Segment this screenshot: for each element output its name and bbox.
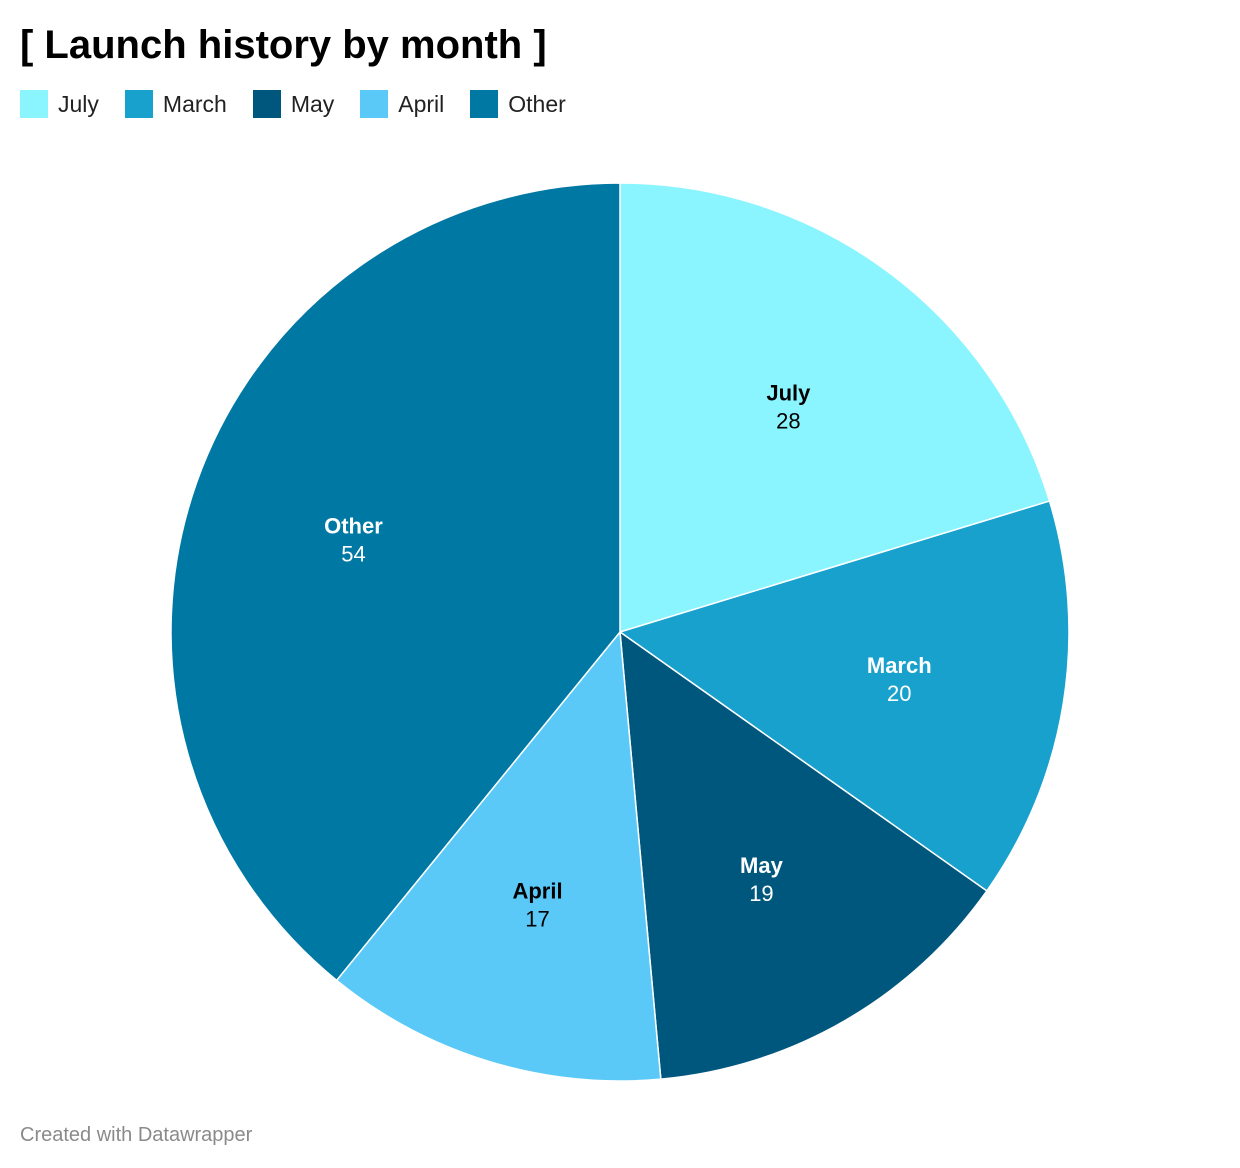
- slice-value-april: 17: [525, 907, 549, 932]
- slice-label-may: May: [740, 853, 784, 878]
- legend-swatch-july: [20, 90, 48, 118]
- pie-chart: July 28 March 20 May 19 April 17 Other 54: [0, 130, 1240, 1100]
- legend-label-may: May: [290, 91, 335, 117]
- credit-text: Created with Datawrapper: [20, 1124, 253, 1146]
- slice-label-other: Other: [324, 513, 383, 538]
- legend-swatch-april: [360, 90, 389, 118]
- pie-slice-april: [335, 631, 662, 1082]
- legend-swatch-other: [470, 90, 499, 118]
- legend-label-july: July: [58, 91, 99, 117]
- pie-slices: [170, 182, 1070, 1082]
- slice-label-july: July: [766, 381, 811, 406]
- slice-value-may: 19: [749, 881, 773, 906]
- legend-label-other: Other: [508, 91, 566, 117]
- legend-item-may: May: [252, 90, 335, 118]
- pie-labels: July 28 March 20 May 19 April 17 Other 54: [324, 381, 932, 932]
- pie-slice-may: [619, 631, 988, 1080]
- pie-slice-july: [619, 182, 1051, 633]
- chart-legend: July March May April Other: [20, 88, 592, 120]
- pie-slice-other: [170, 182, 621, 982]
- slice-label-march: March: [867, 653, 932, 678]
- legend-swatch-march: [124, 90, 153, 118]
- legend-item-march: March: [124, 90, 227, 118]
- legend-item-july: July: [20, 90, 99, 118]
- slice-label-april: April: [512, 879, 562, 904]
- legend-swatch-may: [252, 90, 281, 118]
- legend-item-april: April: [360, 90, 444, 118]
- legend-label-march: March: [162, 91, 227, 117]
- legend-label-april: April: [398, 91, 445, 117]
- pie-chart-svg: July 28 March 20 May 19 April 17 Other 54: [170, 182, 1070, 1082]
- pie-slice-march: [619, 500, 1070, 892]
- slice-value-other: 54: [341, 541, 365, 566]
- chart-title: [ Launch history by month ]: [20, 23, 547, 67]
- legend-item-other: Other: [470, 90, 566, 118]
- slice-value-july: 28: [776, 409, 800, 434]
- slice-value-march: 20: [887, 681, 911, 706]
